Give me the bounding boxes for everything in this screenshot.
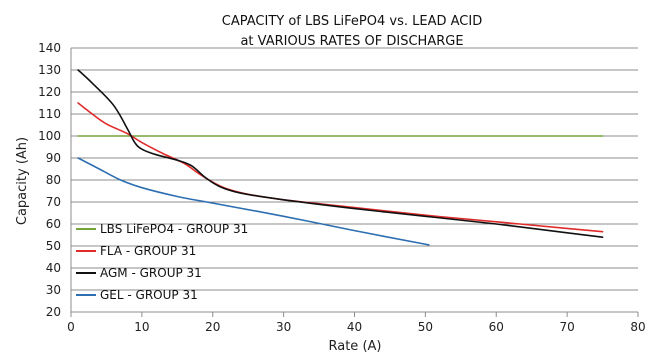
legend-label-2: AGM - GROUP 31 <box>100 266 202 280</box>
chart-title-line-2: at VARIOUS RATES OF DISCHARGE <box>240 34 463 49</box>
axes <box>70 48 639 317</box>
y-tick-label-140: 140 <box>38 41 61 55</box>
y-tick-label-30: 30 <box>46 283 61 297</box>
x-tick-label-50: 50 <box>418 320 433 334</box>
chart-title-line-1: CAPACITY of LBS LiFePO4 vs. LEAD ACID <box>222 14 482 29</box>
tick-labels: 20 30 40 50 60 70 80 90 100 110 120 130 140 0 10 20 30 40… <box>38 41 646 334</box>
x-tick-label-40: 40 <box>347 320 362 334</box>
x-tick-label-0: 0 <box>67 320 75 334</box>
x-tick-label-70: 70 <box>559 320 574 334</box>
y-tick-label-110: 110 <box>38 107 61 121</box>
y-tick-label-70: 70 <box>46 195 61 209</box>
y-tick-label-60: 60 <box>46 217 61 231</box>
series-line-3 <box>77 157 430 246</box>
legend-label-3: GEL - GROUP 31 <box>100 288 198 302</box>
x-tick-label-20: 20 <box>205 320 220 334</box>
x-tick-label-10: 10 <box>134 320 149 334</box>
x-tick-label-80: 80 <box>630 320 645 334</box>
x-tick-label-30: 30 <box>276 320 291 334</box>
y-tick-label-40: 40 <box>46 261 61 275</box>
series-lines <box>77 69 604 246</box>
x-axis-title: Rate (A) <box>329 339 382 354</box>
y-axis-title: Capacity (Ah) <box>15 137 30 225</box>
series-line-2 <box>77 69 604 238</box>
y-tick-label-50: 50 <box>46 239 61 253</box>
y-tick-label-20: 20 <box>46 305 61 319</box>
legend-label-0: LBS LiFePO4 - GROUP 31 <box>100 222 248 236</box>
y-tick-label-130: 130 <box>38 63 61 77</box>
y-tick-label-100: 100 <box>38 129 61 143</box>
legend: LBS LiFePO4 - GROUP 31 FLA - GROUP 31 AGM … <box>76 222 248 302</box>
y-tick-label-120: 120 <box>38 85 61 99</box>
y-tick-label-80: 80 <box>46 173 61 187</box>
legend-label-1: FLA - GROUP 31 <box>100 244 196 258</box>
y-tick-label-90: 90 <box>46 151 61 165</box>
x-tick-label-60: 60 <box>489 320 504 334</box>
